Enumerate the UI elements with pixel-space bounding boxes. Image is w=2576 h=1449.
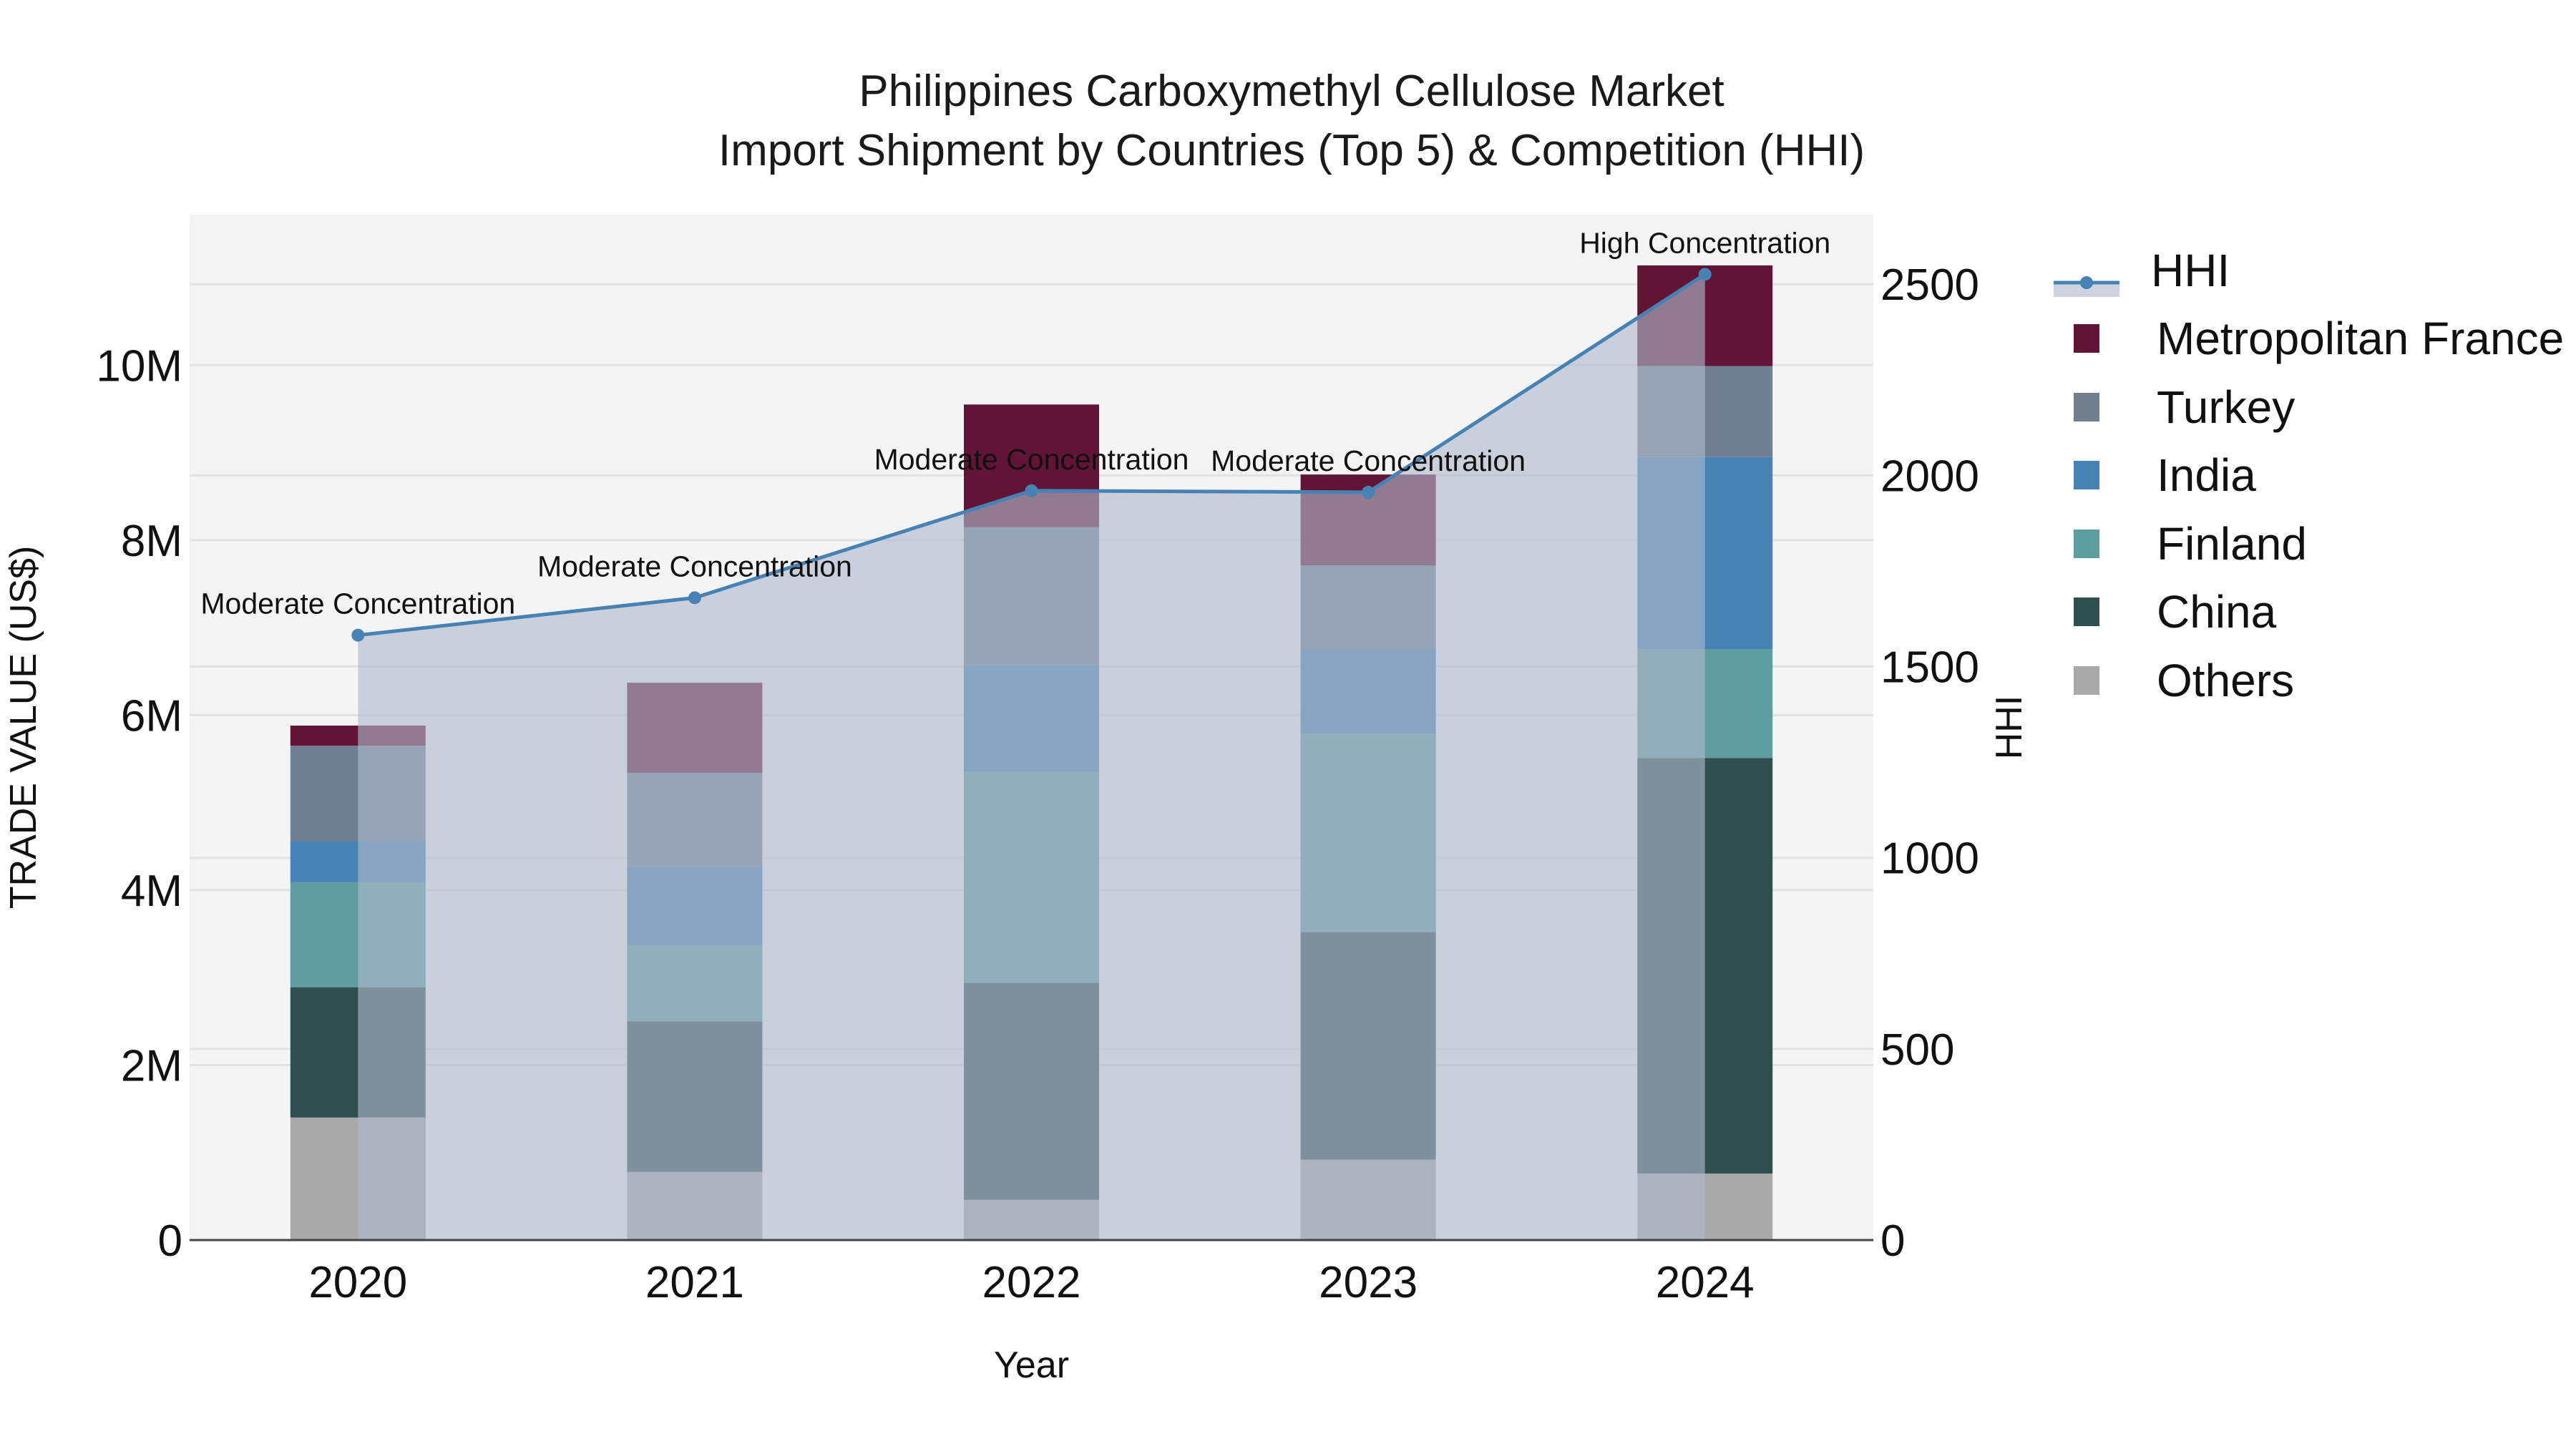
x-axis-title: Year [994,1345,1069,1386]
chart-title-line2: Import Shipment by Countries (Top 5) & C… [718,126,1865,175]
y-left-tick-label: 8M [121,517,182,566]
hhi-marker [1362,485,1375,499]
hhi-marker [688,591,701,605]
y-right-tick-label: 2500 [1880,260,1979,310]
y-right-tick-label: 1500 [1880,643,1979,693]
y-left-tick-label: 0 [158,1216,182,1266]
y-left-tick-label: 10M [96,341,182,391]
hhi-annotation: Moderate Concentration [1211,444,1526,477]
hhi-annotation: High Concentration [1579,226,1830,259]
y-left-axis-title: TRADE VALUE (US$) [3,546,44,909]
legend-swatch-icon [2074,324,2099,353]
legend-swatch-icon [2074,665,2099,695]
y-right-axis-title: HHI [1989,696,2030,760]
legend-label: Metropolitan France [2157,313,2565,365]
legend-item-finland[interactable]: Finland [2054,509,2564,578]
hhi-annotation: Moderate Concentration [874,443,1189,476]
legend-swatch-icon [2074,597,2099,627]
legend-swatch-icon [2074,461,2099,490]
hhi-annotation: Moderate Concentration [200,587,515,620]
x-tick-label: 2023 [1319,1258,1418,1307]
legend-line-marker-icon [2054,256,2119,297]
legend-item-india[interactable]: India [2054,441,2564,510]
y-left-tick-label: 4M [121,867,182,916]
legend-item-metropolitan-france[interactable]: Metropolitan France [2054,305,2564,374]
y-right-tick-label: 1000 [1880,834,1979,884]
chart-title-line1: Philippines Carboxymethyl Cellulose Mark… [859,67,1724,116]
legend-item-others[interactable]: Others [2054,646,2564,715]
hhi-marker [1025,484,1038,497]
legend-label: India [2157,449,2256,502]
legend-swatch-icon [2074,392,2099,421]
legend-label: HHI [2151,244,2230,296]
y-right-tick-label: 2000 [1880,452,1979,501]
legend-item-hhi[interactable]: HHI [2054,236,2564,305]
x-tick-label: 2021 [645,1258,744,1307]
y-left-tick-label: 2M [121,1041,182,1091]
legend-label: Others [2157,654,2295,706]
legend-item-turkey[interactable]: Turkey [2054,373,2564,441]
hhi-marker [1698,268,1712,281]
legend: HHI Metropolitan France Turkey India Finland… [2054,236,2564,715]
hhi-marker [351,628,365,642]
x-tick-label: 2020 [308,1258,407,1307]
y-right-tick-label: 0 [1880,1216,1905,1266]
hhi-annotation: Moderate Concentration [537,550,852,582]
x-tick-label: 2022 [982,1258,1081,1307]
legend-label: China [2157,586,2277,638]
legend-swatch-icon [2074,529,2099,558]
y-left-tick-label: 6M [121,691,182,741]
legend-label: Turkey [2157,381,2296,433]
hhi-area [358,274,1705,1241]
x-tick-label: 2024 [1656,1258,1755,1307]
legend-label: Finland [2157,517,2307,570]
legend-item-china[interactable]: China [2054,578,2564,647]
y-right-tick-label: 500 [1880,1025,1954,1075]
